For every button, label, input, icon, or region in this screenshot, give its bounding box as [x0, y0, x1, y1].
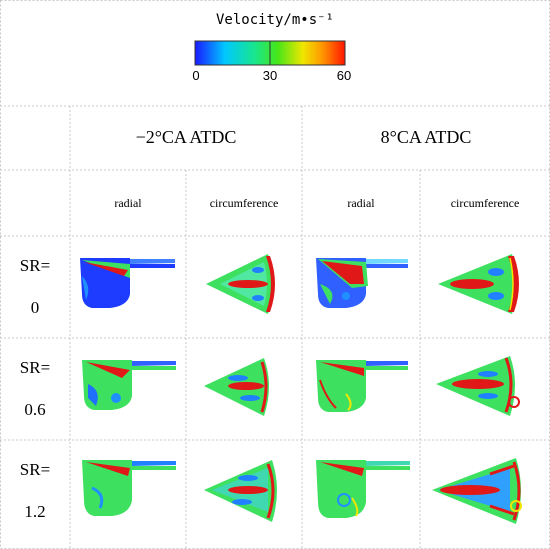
row-label-bottom: 0.6 [24, 400, 46, 419]
row-label-bottom: 1.2 [24, 502, 46, 521]
velocity-colorbar [194, 40, 346, 66]
sub-column-header: radial [114, 196, 142, 210]
row-label-top: SR= [19, 256, 51, 275]
radial-plot-sr0-m2 [80, 258, 175, 308]
legend-tick-min: 0 [192, 68, 200, 83]
radial-plot-sr06-m2 [82, 360, 176, 410]
circumference-plot-sr06-p8 [436, 356, 520, 416]
column-group-header: 8°CA ATDC [380, 127, 472, 147]
row-label-top: SR= [19, 460, 51, 479]
sub-column-header: circumference [209, 196, 279, 210]
legend-title: Velocity/m•s⁻¹ [215, 12, 334, 28]
row-label-top: SR= [19, 358, 51, 377]
radial-plot-sr12-m2 [82, 460, 176, 516]
radial-plot-sr0-p8 [316, 258, 408, 308]
legend-tick-max: 60 [336, 68, 352, 83]
radial-plot-sr06-p8 [316, 360, 408, 412]
sub-column-header: circumference [450, 196, 520, 210]
row-label-bottom: 0 [30, 298, 40, 317]
circumference-plot-sr12-m2 [204, 460, 277, 522]
column-group-header: −2°CA ATDC [135, 127, 237, 147]
circumference-plot-sr06-m2 [204, 358, 269, 416]
circumference-plot-sr12-p8 [432, 458, 522, 524]
radial-plot-sr12-p8 [316, 460, 410, 518]
legend-tick-mid: 30 [262, 68, 278, 83]
circumference-plot-sr0-m2 [206, 254, 275, 314]
sub-column-header: radial [347, 196, 375, 210]
circumference-plot-sr0-p8 [438, 254, 519, 314]
